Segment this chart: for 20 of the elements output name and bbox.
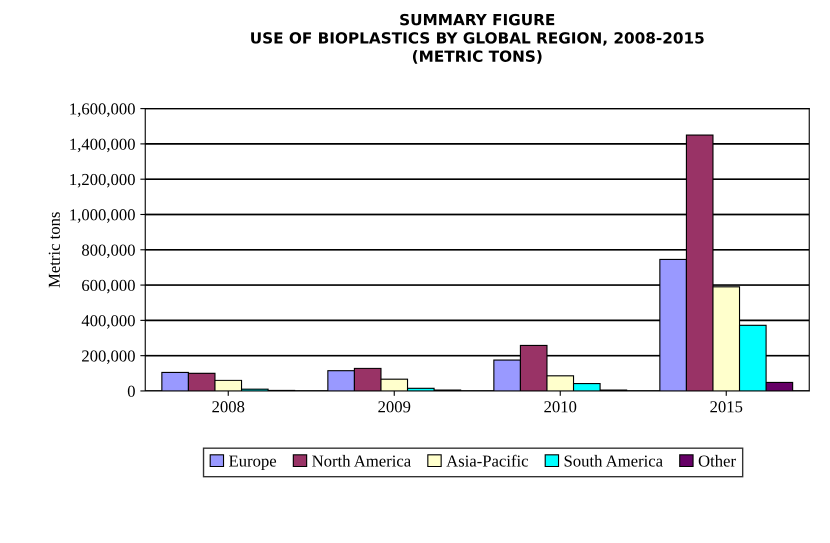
y-tick-label: 400,000 xyxy=(82,315,135,329)
x-tick-label: 2008 xyxy=(212,401,244,412)
y-tick-label: 200,000 xyxy=(82,350,135,364)
y-tick-label: 1,200,000 xyxy=(70,174,135,188)
y-tick-label: 600,000 xyxy=(82,280,135,294)
y-tick-label: 1,400,000 xyxy=(70,138,135,152)
x-tick-label: 2015 xyxy=(710,401,742,412)
y-tick-label: 800,000 xyxy=(82,244,135,258)
y-tick-label: 0 xyxy=(128,386,135,397)
legend-label: Other xyxy=(698,454,736,467)
x-tick-label: 2009 xyxy=(378,401,410,412)
legend-label: North America xyxy=(312,454,411,467)
legend-label: South America xyxy=(564,454,663,467)
y-tick-label: 1,600,000 xyxy=(70,103,135,117)
legend-label: Asia-Pacific xyxy=(446,454,528,467)
legend-label: Europe xyxy=(229,456,276,470)
x-tick-label: 2010 xyxy=(544,401,576,412)
chart-title: SUMMARY FIGURE USE OF BIOPLASTICS BY GLOBAL REGION, 2008-2015 (METRIC TONS) xyxy=(251,14,704,64)
y-tick-label: 1,000,000 xyxy=(70,209,135,223)
y-axis-title: Metric tons xyxy=(48,212,60,288)
